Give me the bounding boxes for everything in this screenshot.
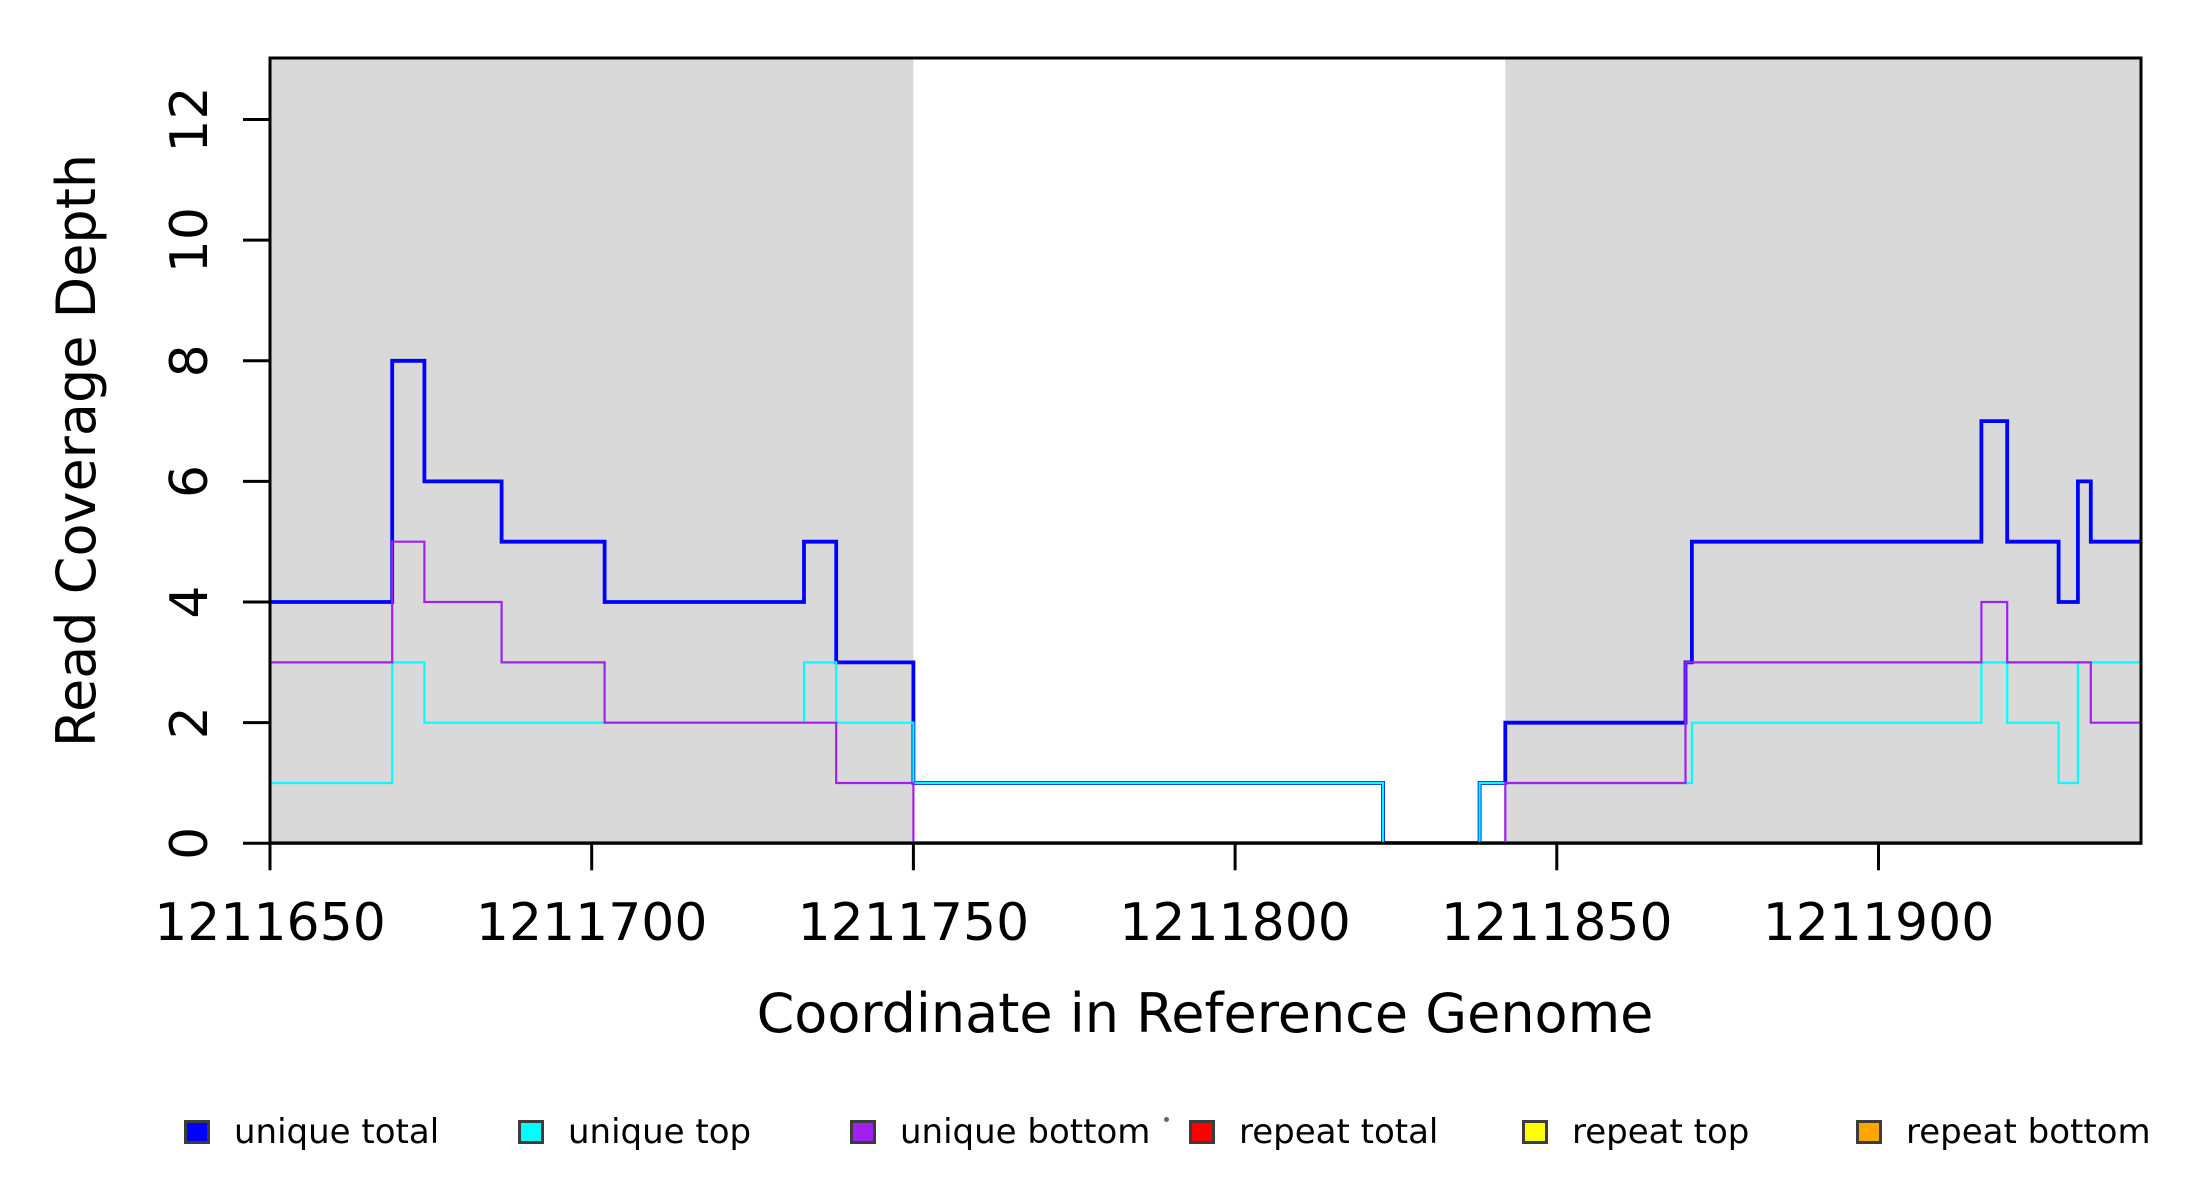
masked-region — [1505, 58, 2141, 844]
y-tick-label: 6 — [160, 465, 220, 498]
y-tick-label: 10 — [160, 207, 220, 273]
x-tick-label: 1211700 — [476, 893, 708, 953]
x-tick-label: 1211900 — [1763, 893, 1995, 953]
axis-layer: 1211650 1211700 1211750 1211800 1211850 12119… — [154, 86, 1994, 953]
y-tick-label: 4 — [160, 585, 220, 618]
x-tick-label: 1211850 — [1441, 893, 1673, 953]
series-line-unique-top — [270, 661, 2141, 844]
x-axis-title: Coordinate in Reference Genome — [757, 982, 1654, 1045]
x-tick-label: 1211650 — [154, 893, 386, 953]
x-tick-label: 1211800 — [1119, 893, 1351, 953]
artifact-dot — [1164, 1117, 1169, 1122]
series-line-unique-bottom — [270, 540, 2141, 844]
y-tick-label: 0 — [160, 827, 220, 860]
x-tick-label: 1211750 — [798, 893, 1030, 953]
y-tick-label: 2 — [160, 706, 220, 739]
masked-region — [270, 58, 914, 844]
y-tick-label: 8 — [160, 344, 220, 377]
masked-regions-layer — [270, 58, 2141, 844]
y-tick-label: 12 — [160, 86, 220, 152]
series-layer — [270, 358, 2141, 844]
plot-border — [268, 56, 2143, 845]
y-axis-title: Read Coverage Depth — [45, 154, 108, 747]
